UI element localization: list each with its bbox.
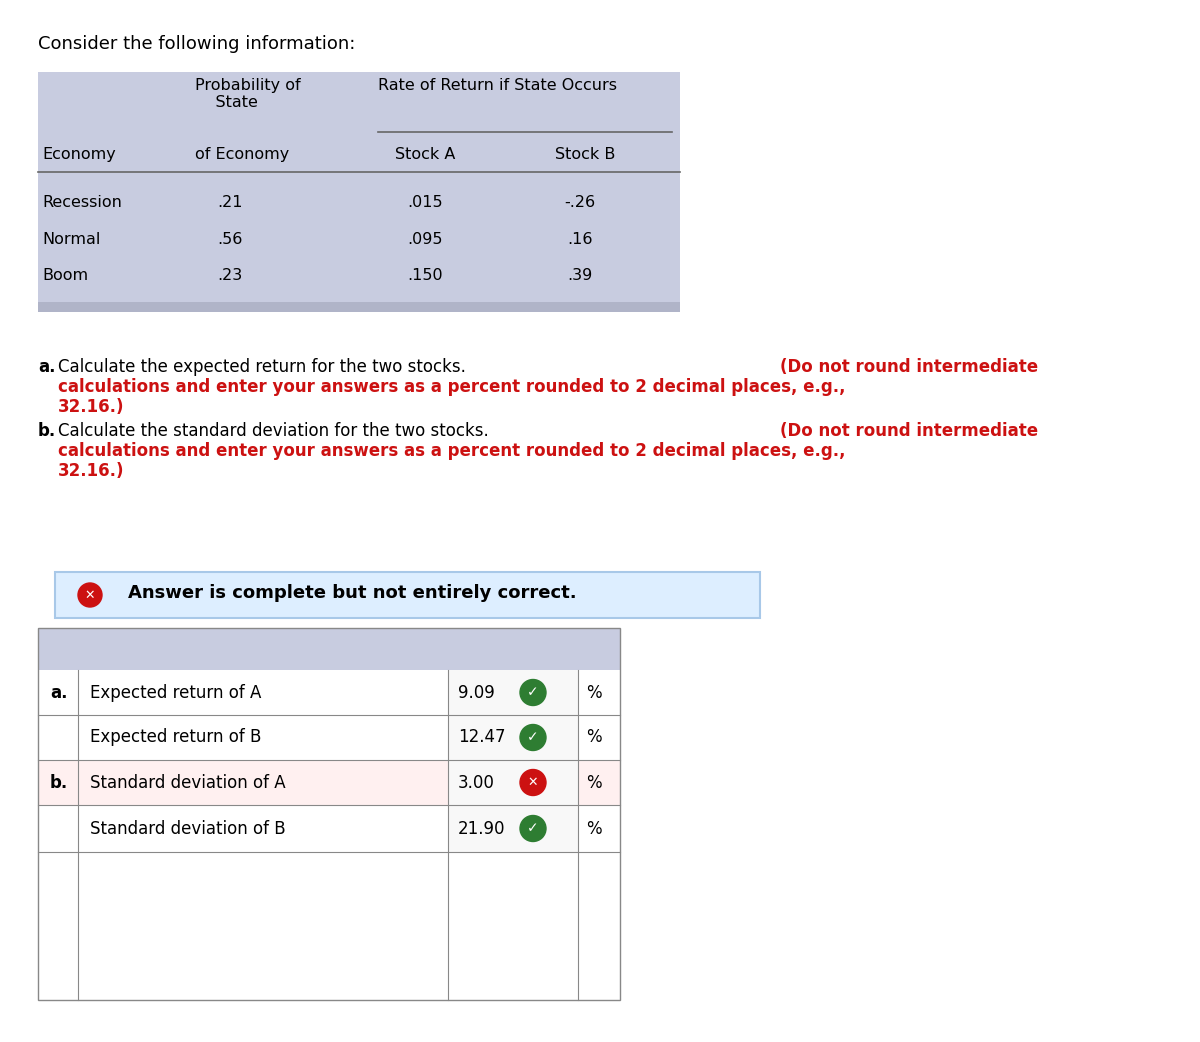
Text: b.: b. <box>50 773 68 792</box>
Text: Normal: Normal <box>42 232 101 247</box>
Text: Stock A: Stock A <box>395 147 455 162</box>
Circle shape <box>520 816 546 842</box>
Text: .16: .16 <box>568 232 593 247</box>
Text: .39: .39 <box>568 268 593 283</box>
Text: .56: .56 <box>217 232 242 247</box>
Text: b.: b. <box>38 422 56 440</box>
Text: 32.16.): 32.16.) <box>58 398 125 416</box>
Text: 3.00: 3.00 <box>458 773 494 792</box>
FancyBboxPatch shape <box>448 670 578 715</box>
FancyBboxPatch shape <box>55 572 760 618</box>
Text: calculations and enter your answers as a percent rounded to 2 decimal places, e.: calculations and enter your answers as a… <box>58 378 846 396</box>
Text: Recession: Recession <box>42 195 122 210</box>
FancyBboxPatch shape <box>448 715 578 760</box>
Text: of Economy: of Economy <box>194 147 289 162</box>
Text: ✓: ✓ <box>527 686 539 699</box>
FancyBboxPatch shape <box>38 72 680 312</box>
Text: Probability of: Probability of <box>194 78 301 93</box>
FancyBboxPatch shape <box>38 628 620 670</box>
Text: (Do not round intermediate: (Do not round intermediate <box>780 422 1038 440</box>
Text: ✓: ✓ <box>527 821 539 836</box>
Text: .015: .015 <box>407 195 443 210</box>
Text: %: % <box>586 728 601 746</box>
Text: .150: .150 <box>407 268 443 283</box>
Text: ✓: ✓ <box>527 730 539 744</box>
Text: State: State <box>194 95 258 110</box>
FancyBboxPatch shape <box>448 760 578 805</box>
Text: Standard deviation of B: Standard deviation of B <box>90 819 286 838</box>
Text: %: % <box>586 819 601 838</box>
Text: .23: .23 <box>217 268 242 283</box>
Text: Boom: Boom <box>42 268 88 283</box>
Text: ✕: ✕ <box>85 589 95 601</box>
Text: a.: a. <box>38 358 55 376</box>
Text: Standard deviation of A: Standard deviation of A <box>90 773 286 792</box>
Text: Expected return of A: Expected return of A <box>90 684 262 701</box>
Circle shape <box>520 769 546 795</box>
Text: Stock B: Stock B <box>554 147 616 162</box>
Circle shape <box>520 679 546 705</box>
Text: Answer is complete but not entirely correct.: Answer is complete but not entirely corr… <box>110 584 577 602</box>
Text: 32.16.): 32.16.) <box>58 462 125 480</box>
FancyBboxPatch shape <box>38 670 620 1000</box>
FancyBboxPatch shape <box>38 302 680 312</box>
Text: a.: a. <box>50 684 67 701</box>
Text: -.26: -.26 <box>564 195 595 210</box>
Text: .21: .21 <box>217 195 242 210</box>
FancyBboxPatch shape <box>38 760 620 805</box>
Text: 9.09: 9.09 <box>458 684 494 701</box>
Text: Calculate the expected return for the two stocks.: Calculate the expected return for the tw… <box>58 358 466 376</box>
Circle shape <box>520 724 546 750</box>
Text: ✕: ✕ <box>528 776 539 789</box>
Text: Economy: Economy <box>42 147 115 162</box>
Text: .095: .095 <box>407 232 443 247</box>
Circle shape <box>78 584 102 607</box>
Text: (Do not round intermediate: (Do not round intermediate <box>780 358 1038 376</box>
Text: 21.90: 21.90 <box>458 819 505 838</box>
Text: %: % <box>586 684 601 701</box>
Text: calculations and enter your answers as a percent rounded to 2 decimal places, e.: calculations and enter your answers as a… <box>58 442 846 460</box>
Text: Consider the following information:: Consider the following information: <box>38 35 355 53</box>
Text: 12.47: 12.47 <box>458 728 505 746</box>
FancyBboxPatch shape <box>448 805 578 852</box>
Text: Expected return of B: Expected return of B <box>90 728 262 746</box>
Text: Calculate the standard deviation for the two stocks.: Calculate the standard deviation for the… <box>58 422 488 440</box>
Text: Rate of Return if State Occurs: Rate of Return if State Occurs <box>378 78 617 93</box>
Text: %: % <box>586 773 601 792</box>
